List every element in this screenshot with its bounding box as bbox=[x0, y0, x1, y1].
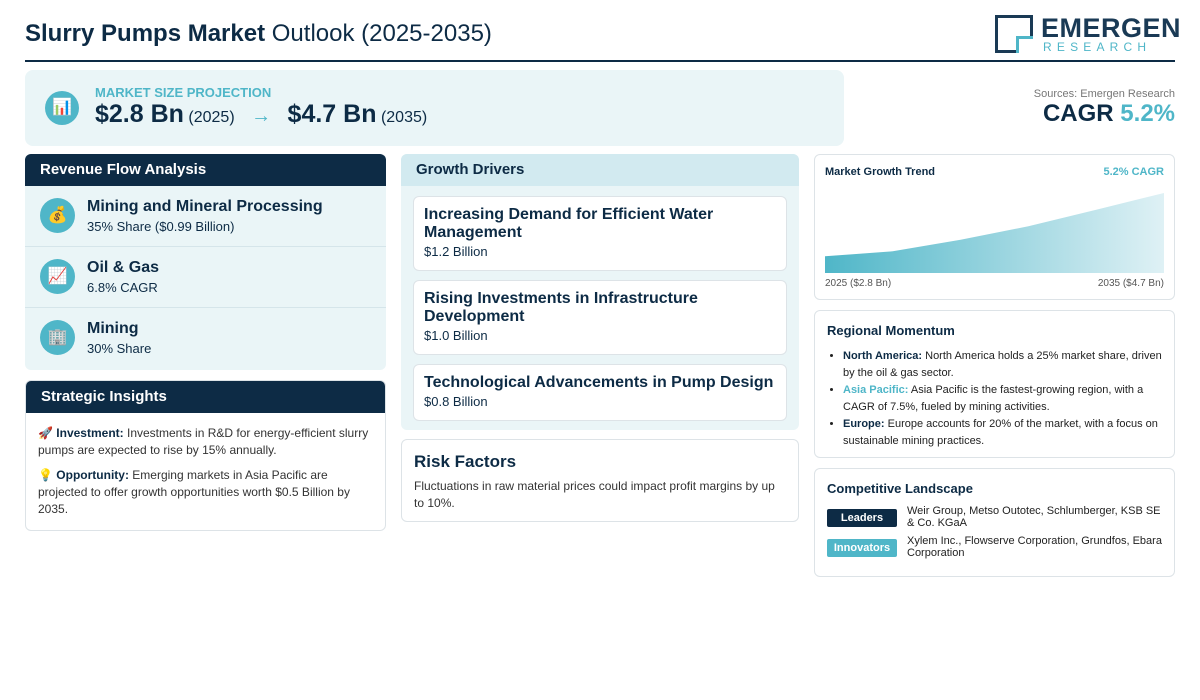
region-label: Asia Pacific: bbox=[843, 384, 909, 396]
insight-item: 🚀 Investment: Investments in R&D for ene… bbox=[38, 425, 373, 459]
projection-start-value: $2.8 Bn bbox=[95, 100, 184, 128]
building-icon: 🏢 bbox=[40, 320, 75, 355]
list-item: Europe: Europe accounts for 20% of the m… bbox=[843, 416, 1162, 450]
projection-label: MARKET SIZE PROJECTION bbox=[95, 85, 272, 100]
emergen-logo: EMERGEN RESEARCH bbox=[995, 13, 1181, 55]
risk-factors-title: Risk Factors bbox=[414, 452, 517, 471]
strategic-insights-panel: Strategic Insights 🚀 Investment: Investm… bbox=[25, 380, 386, 531]
regional-momentum-panel: Regional Momentum North America: North A… bbox=[814, 310, 1175, 458]
strategic-insights-body: 🚀 Investment: Investments in R&D for ene… bbox=[26, 413, 385, 530]
driver-value: $0.8 Billion bbox=[424, 394, 488, 409]
strategic-insights-title: Strategic Insights bbox=[26, 381, 385, 413]
leaders-badge: Leaders bbox=[827, 509, 897, 527]
driver-title: Technological Advancements in Pump Desig… bbox=[424, 374, 774, 391]
region-label: Europe: bbox=[843, 418, 885, 430]
list-item: Asia Pacific: Asia Pacific is the fastes… bbox=[843, 382, 1162, 416]
revenue-item: 💰 Mining and Mineral Processing 35% Shar… bbox=[25, 186, 386, 247]
chart-cagr-annotation: 5.2% CAGR bbox=[1103, 166, 1164, 178]
revenue-item: 📈 Oil & Gas 6.8% CAGR bbox=[25, 247, 386, 308]
insight-label: Investment: bbox=[56, 426, 124, 440]
money-bag-icon: 💰 bbox=[40, 198, 75, 233]
insight-text: Investments in R&D for energy-efficient … bbox=[38, 426, 369, 457]
risk-factors-text: Fluctuations in raw material prices coul… bbox=[414, 479, 775, 510]
driver-value: $1.2 Billion bbox=[424, 244, 488, 259]
page-header: Slurry Pumps Market Outlook (2025-2035) … bbox=[25, 10, 1181, 62]
projection-start-year: (2025) bbox=[188, 109, 235, 126]
insight-item: 💡 Opportunity: Emerging markets in Asia … bbox=[38, 467, 373, 518]
page-title-rest: Outlook (2025-2035) bbox=[271, 20, 492, 47]
region-text: North America holds a 25% market share, … bbox=[843, 350, 1162, 379]
projection-end-year: (2035) bbox=[380, 109, 428, 126]
chart-x-end-label: 2035 ($4.7 Bn) bbox=[1097, 278, 1164, 289]
chart-x-start-label: 2025 ($2.8 Bn) bbox=[825, 278, 892, 289]
cagr-label: CAGR bbox=[1042, 100, 1114, 127]
arrow-right-icon: → bbox=[251, 105, 272, 127]
revenue-item: 🏢 Mining 30% Share bbox=[25, 308, 386, 369]
driver-card: Increasing Demand for Efficient Water Ma… bbox=[413, 196, 787, 271]
regional-momentum-title: Regional Momentum bbox=[827, 323, 955, 338]
driver-card: Rising Investments in Infrastructure Dev… bbox=[413, 280, 787, 355]
chart-title: Market Growth Trend bbox=[825, 166, 936, 178]
projection-end-value: $4.7 Bn bbox=[287, 100, 377, 128]
competitive-landscape-title: Competitive Landscape bbox=[827, 481, 973, 496]
region-text: Europe accounts for 20% of the market, w… bbox=[843, 418, 1158, 447]
page-title-bold: Slurry Pumps Market bbox=[25, 20, 266, 47]
region-label: North America: bbox=[843, 350, 923, 362]
chart-up-icon: 📈 bbox=[40, 259, 75, 294]
market-size-projection: 📊 MARKET SIZE PROJECTION $2.8 Bn (2025) … bbox=[25, 70, 844, 146]
regional-list: North America: North America holds a 25%… bbox=[827, 348, 1162, 450]
driver-title: Rising Investments in Infrastructure Dev… bbox=[424, 290, 698, 325]
revenue-item-title: Mining and Mineral Processing bbox=[87, 198, 323, 215]
logo-main-text: EMERGEN bbox=[1041, 13, 1182, 43]
bar-chart-icon: 📊 bbox=[45, 91, 79, 125]
growth-drivers-panel: Growth Drivers Increasing Demand for Eff… bbox=[401, 154, 799, 430]
revenue-item-title: Oil & Gas bbox=[87, 259, 160, 276]
revenue-item-sub: 30% Share bbox=[87, 341, 152, 356]
region-text: Asia Pacific is the fastest-growing regi… bbox=[843, 384, 1144, 413]
sources-note: Sources: Emergen Research bbox=[1033, 88, 1175, 100]
innovators-text: Xylem Inc., Flowserve Corporation, Grund… bbox=[907, 535, 1162, 559]
growth-area-fill bbox=[825, 193, 1164, 273]
revenue-flow-title: Revenue Flow Analysis bbox=[25, 154, 386, 186]
competitive-landscape-panel: Competitive Landscape Leaders Weir Group… bbox=[814, 468, 1175, 577]
revenue-item-sub: 6.8% CAGR bbox=[87, 280, 158, 295]
insight-text: Emerging markets in Asia Pacific are pro… bbox=[38, 468, 350, 516]
growth-area-chart bbox=[825, 193, 1164, 273]
market-growth-trend-card: Market Growth Trend 5.2% CAGR 2025 ($2.8… bbox=[814, 154, 1175, 300]
logo-mark-icon bbox=[995, 15, 1033, 53]
revenue-flow-panel: Revenue Flow Analysis 💰 Mining and Miner… bbox=[25, 154, 386, 370]
lightbulb-icon: 💡 bbox=[38, 468, 53, 482]
insight-label: Opportunity: bbox=[56, 468, 129, 482]
risk-factors-panel: Risk Factors Fluctuations in raw materia… bbox=[401, 439, 799, 522]
innovators-badge: Innovators bbox=[827, 539, 897, 557]
growth-drivers-title: Growth Drivers bbox=[401, 154, 799, 186]
cagr-value: 5.2% bbox=[1120, 100, 1175, 127]
driver-title: Increasing Demand for Efficient Water Ma… bbox=[424, 206, 714, 241]
revenue-item-title: Mining bbox=[87, 320, 139, 337]
driver-card: Technological Advancements in Pump Desig… bbox=[413, 364, 787, 421]
projection-values: $2.8 Bn (2025) → $4.7 Bn (2035) bbox=[95, 100, 427, 129]
list-item: North America: North America holds a 25%… bbox=[843, 348, 1162, 382]
revenue-item-sub: 35% Share ($0.99 Billion) bbox=[87, 219, 235, 234]
page-title: Slurry Pumps Market Outlook (2025-2035) bbox=[25, 20, 492, 48]
leaders-text: Weir Group, Metso Outotec, Schlumberger,… bbox=[907, 505, 1161, 529]
logo-sub-text: RESEARCH bbox=[1043, 40, 1152, 54]
driver-value: $1.0 Billion bbox=[424, 328, 488, 343]
rocket-icon: 🚀 bbox=[38, 426, 53, 440]
cagr-headline: CAGR 5.2% bbox=[1043, 100, 1175, 128]
